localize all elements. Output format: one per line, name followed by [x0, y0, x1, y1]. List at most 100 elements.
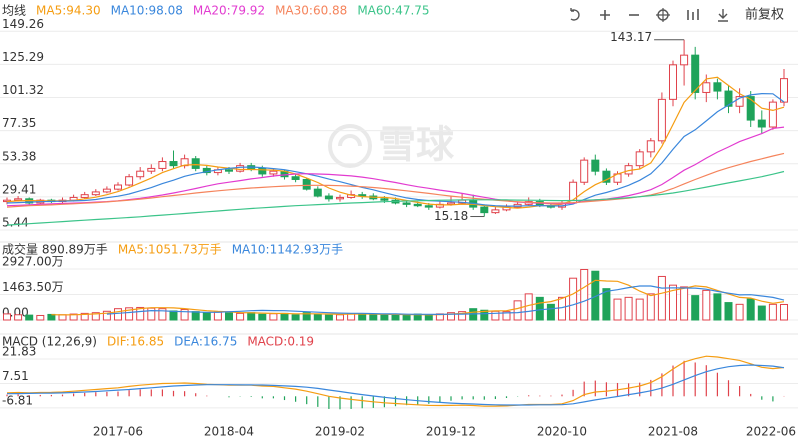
- macd-histogram: [6, 360, 785, 410]
- candle-body: [313, 188, 322, 197]
- ma-line: [106, 285, 785, 316]
- volume-bar: [36, 314, 45, 321]
- volume-bar: [158, 308, 167, 321]
- volume-bar: [114, 308, 122, 321]
- ma-line: [6, 92, 785, 207]
- indicator-button[interactable]: [687, 9, 699, 20]
- legend-entry: MACD:0.19: [247, 335, 314, 349]
- volume-bar: [768, 303, 777, 321]
- min-label: 15.18: [434, 209, 468, 223]
- volume-bar: [735, 303, 744, 321]
- x-tick-label: 2021-08: [648, 425, 698, 439]
- y-tick-label: 77.35: [2, 116, 36, 130]
- candle-body: [402, 202, 411, 205]
- ma-line: [6, 364, 785, 406]
- candle-body: [657, 98, 666, 142]
- volume-bar: [480, 309, 489, 321]
- volume-bar: [236, 312, 245, 321]
- volume-bar: [491, 310, 500, 321]
- candle-body: [169, 161, 178, 167]
- y-tick-label: 21.83: [2, 345, 36, 359]
- candle-body: [380, 198, 389, 201]
- candle-body: [80, 194, 89, 198]
- watermark-logo: [328, 124, 372, 168]
- candle-body: [580, 159, 589, 183]
- candle-body: [114, 184, 122, 190]
- candle-body: [591, 159, 600, 172]
- candle-body: [302, 178, 311, 190]
- volume-bar: [402, 314, 411, 321]
- volume-bar: [724, 302, 733, 321]
- volume-bar: [680, 286, 689, 321]
- volume-bar: [624, 296, 633, 321]
- candle-body: [491, 209, 500, 214]
- candle-body: [735, 96, 744, 107]
- volume-bar: [535, 296, 544, 321]
- volume-bar: [447, 312, 455, 321]
- candle-body: [336, 196, 344, 200]
- volume-bar: [14, 314, 23, 321]
- candle-body: [225, 169, 233, 172]
- volume-bar: [291, 314, 300, 321]
- volume-bar: [358, 313, 367, 321]
- volume-bar: [502, 311, 511, 321]
- ma-line: [6, 76, 785, 209]
- volume-bar: [702, 289, 711, 321]
- legend-title: 均线: [2, 4, 26, 18]
- y-tick-label: 1463.50万: [2, 280, 64, 294]
- candle-body: [291, 176, 300, 180]
- candle-body: [746, 96, 755, 121]
- y-tick-label: 7.51: [2, 369, 29, 383]
- y-tick-label: 101.32: [2, 83, 44, 97]
- max-label: 143.17: [610, 30, 652, 44]
- y-tick-label: 53.38: [2, 149, 36, 163]
- volume-bar: [202, 312, 211, 321]
- crosshair-button[interactable]: [656, 8, 670, 22]
- legend-entry: DEA:16.75: [174, 335, 237, 349]
- candle-body: [713, 82, 722, 92]
- candle-body: [158, 161, 167, 169]
- candle-body: [258, 167, 267, 175]
- volume-bar: [558, 296, 566, 321]
- volume-bar: [58, 314, 67, 321]
- candle-body: [691, 54, 700, 93]
- volume-bars: [3, 268, 788, 321]
- volume-bar: [657, 275, 666, 321]
- watermark-logo-arc: [338, 134, 362, 147]
- y-tick-label: 149.26: [2, 17, 44, 31]
- candle-body: [724, 90, 733, 107]
- volume-bar: [669, 284, 677, 321]
- undo-button[interactable]: [570, 8, 580, 21]
- candle-body: [102, 188, 111, 193]
- volume-bar: [424, 314, 433, 321]
- volume-bar: [380, 314, 389, 321]
- x-tick-label: 2022-06: [746, 425, 796, 439]
- candle-body: [768, 101, 777, 128]
- candle-body: [136, 170, 145, 178]
- volume-bar: [324, 314, 333, 321]
- volume-bar: [391, 314, 400, 321]
- volume-bar: [635, 298, 644, 321]
- volume-bar: [269, 313, 278, 321]
- candle-body: [236, 165, 245, 172]
- volume-bar: [458, 311, 467, 321]
- candle-body: [480, 206, 489, 214]
- zoom-in-button[interactable]: [600, 10, 610, 20]
- candle-body: [125, 176, 134, 186]
- y-tick-label: 29.41: [2, 182, 36, 196]
- volume-bar: [47, 313, 56, 321]
- volume-bar: [169, 310, 178, 321]
- y-tick-label: 5.44: [2, 215, 29, 229]
- watermark-text: 雪球: [378, 123, 455, 167]
- volume-bar: [569, 277, 578, 321]
- volume-bar: [524, 293, 533, 321]
- legend-entry: MA5:1051.73万手: [118, 243, 222, 257]
- adjust-toggle[interactable]: 前复权: [745, 7, 784, 23]
- candle-body: [757, 119, 766, 128]
- volume-bar: [513, 300, 522, 321]
- volume-bar: [91, 312, 100, 321]
- legend-entry: DIF:16.85: [107, 335, 164, 349]
- legend-entry: MA10:1142.93万手: [232, 243, 344, 257]
- download-button[interactable]: [718, 9, 728, 22]
- legend-title: MACD (12,26,9): [2, 335, 97, 349]
